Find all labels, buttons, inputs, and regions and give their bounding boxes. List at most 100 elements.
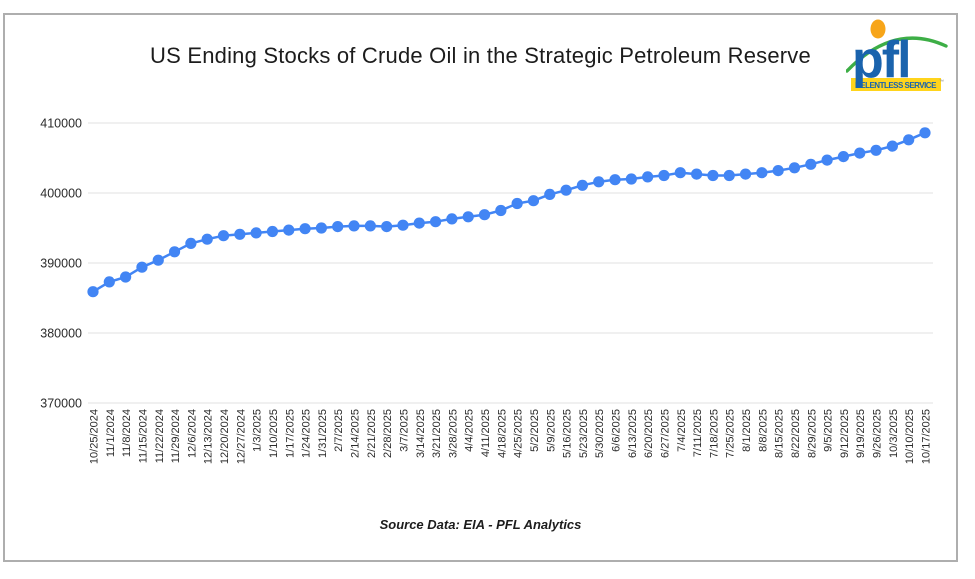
- x-tick-label: 4/11/2025: [480, 409, 492, 457]
- x-tick-label: 10/10/2025: [904, 409, 916, 464]
- x-tick-label: 11/22/2024: [154, 409, 166, 463]
- data-point[interactable]: [560, 184, 572, 196]
- pfl-logo: pfl RELENTLESS SERVICE ™: [845, 19, 948, 95]
- x-tick-label: 3/14/2025: [415, 409, 427, 458]
- data-point[interactable]: [478, 209, 491, 221]
- data-point[interactable]: [315, 222, 327, 234]
- data-point[interactable]: [348, 220, 360, 232]
- pfl-logo-graphic: pfl RELENTLESS SERVICE ™: [845, 19, 948, 91]
- data-point[interactable]: [364, 220, 376, 232]
- x-tick-label: 10/3/2025: [888, 409, 900, 458]
- x-tick-label: 8/1/2025: [741, 409, 753, 452]
- data-point[interactable]: [511, 197, 523, 210]
- data-point[interactable]: [674, 167, 686, 179]
- data-point[interactable]: [217, 230, 230, 242]
- logo-yellow-bar: [851, 78, 941, 91]
- x-tick-label: 5/16/2025: [562, 409, 574, 458]
- data-point[interactable]: [103, 276, 115, 288]
- x-tick-label: 5/30/2025: [594, 409, 606, 458]
- data-point[interactable]: [250, 227, 262, 239]
- data-point[interactable]: [234, 228, 246, 240]
- data-point[interactable]: [495, 204, 507, 217]
- data-point[interactable]: [821, 154, 833, 166]
- x-tick-label: 4/25/2025: [513, 409, 525, 458]
- data-point[interactable]: [120, 271, 132, 283]
- data-point[interactable]: [886, 140, 898, 152]
- x-tick-label: 10/25/2024: [89, 409, 101, 464]
- x-tick-label: 6/6/2025: [611, 409, 623, 452]
- data-point[interactable]: [788, 162, 801, 174]
- x-tick-label: 3/28/2025: [447, 409, 459, 458]
- x-tick-label: 9/12/2025: [839, 409, 851, 458]
- data-point[interactable]: [756, 167, 768, 179]
- x-tick-label: 5/2/2025: [529, 409, 541, 452]
- data-point[interactable]: [854, 147, 866, 159]
- data-point[interactable]: [870, 144, 882, 156]
- x-tick-label: 5/9/2025: [545, 409, 557, 452]
- x-tick-label: 4/18/2025: [496, 409, 508, 458]
- x-tick-label: 3/7/2025: [398, 409, 410, 452]
- data-point[interactable]: [837, 151, 850, 163]
- data-point[interactable]: [576, 179, 589, 191]
- data-point[interactable]: [136, 261, 148, 273]
- x-tick-label: 11/29/2024: [170, 409, 182, 463]
- data-point[interactable]: [332, 221, 344, 233]
- data-point[interactable]: [739, 168, 752, 180]
- x-tick-label: 12/20/2024: [219, 409, 231, 464]
- data-point[interactable]: [87, 286, 99, 298]
- chart-frame: US Ending Stocks of Crude Oil in the Str…: [3, 13, 958, 562]
- data-point[interactable]: [527, 195, 540, 207]
- data-point[interactable]: [658, 169, 670, 182]
- x-tick-label: 9/19/2025: [855, 409, 867, 458]
- data-point[interactable]: [168, 246, 181, 258]
- data-point[interactable]: [299, 223, 311, 235]
- data-point[interactable]: [283, 224, 295, 236]
- data-point[interactable]: [152, 254, 164, 266]
- data-point[interactable]: [919, 127, 931, 139]
- x-tick-label: 11/15/2024: [137, 409, 149, 463]
- x-tick-label: 11/1/2024: [105, 409, 117, 457]
- data-point[interactable]: [266, 225, 279, 238]
- logo-trademark: ™: [939, 79, 944, 85]
- x-tick-label: 2/21/2025: [366, 409, 378, 458]
- x-tick-label: 4/4/2025: [464, 409, 476, 452]
- data-point[interactable]: [723, 169, 735, 182]
- x-tick-label: 8/29/2025: [806, 409, 818, 458]
- data-point[interactable]: [625, 173, 637, 185]
- data-point[interactable]: [593, 176, 605, 188]
- data-point[interactable]: [544, 188, 556, 200]
- x-tick-label: 1/24/2025: [301, 409, 313, 458]
- x-tick-label: 8/15/2025: [774, 409, 786, 458]
- logo-tagline: RELENTLESS SERVICE: [855, 81, 937, 90]
- data-point[interactable]: [903, 134, 915, 146]
- data-point[interactable]: [413, 217, 425, 229]
- x-tick-label: 6/20/2025: [643, 409, 655, 458]
- logo-green-swoosh: [845, 36, 948, 73]
- x-tick-label: 1/3/2025: [252, 409, 264, 452]
- x-tick-label: 8/22/2025: [790, 409, 802, 458]
- x-tick-label: 7/4/2025: [676, 409, 688, 452]
- x-tick-label: 2/28/2025: [382, 409, 394, 458]
- y-tick-label: 370000: [40, 397, 82, 411]
- x-tick-label: 11/8/2024: [121, 409, 133, 457]
- data-point[interactable]: [381, 221, 393, 233]
- y-tick-label: 400000: [40, 187, 82, 201]
- data-point[interactable]: [691, 168, 703, 180]
- data-point[interactable]: [429, 216, 442, 228]
- logo-text: pfl: [852, 31, 910, 89]
- data-point[interactable]: [185, 237, 197, 249]
- data-point[interactable]: [462, 211, 474, 223]
- data-point[interactable]: [642, 171, 654, 183]
- data-point[interactable]: [772, 165, 784, 177]
- y-tick-label: 380000: [40, 327, 82, 341]
- data-point[interactable]: [707, 169, 719, 182]
- data-point[interactable]: [446, 213, 458, 225]
- x-tick-label: 8/8/2025: [757, 409, 769, 452]
- data-point[interactable]: [397, 219, 409, 231]
- data-point[interactable]: [805, 158, 817, 170]
- data-point[interactable]: [201, 233, 213, 245]
- x-tick-label: 7/25/2025: [725, 409, 737, 458]
- data-point[interactable]: [609, 174, 621, 186]
- x-tick-label: 7/18/2025: [708, 409, 720, 458]
